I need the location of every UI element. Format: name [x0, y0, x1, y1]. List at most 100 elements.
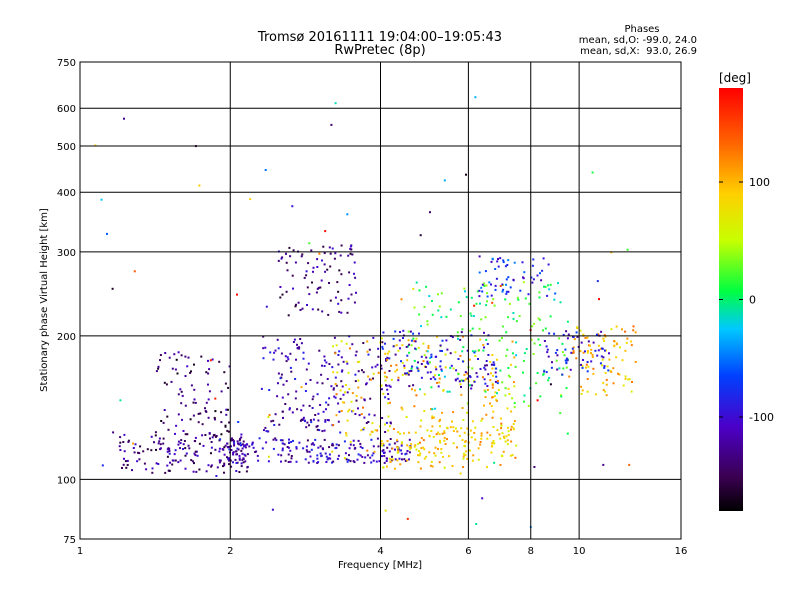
echo-point: [348, 408, 351, 411]
echo-point: [437, 309, 440, 312]
echo-point: [175, 424, 178, 427]
echo-point: [529, 387, 532, 390]
echo-point: [370, 461, 373, 464]
echo-point: [631, 381, 633, 383]
echo-point: [194, 401, 197, 404]
echo-point: [218, 360, 221, 363]
echo-point: [112, 431, 115, 434]
echo-point: [146, 448, 149, 451]
echo-point: [132, 447, 135, 449]
echo-point: [456, 430, 459, 433]
echo-point: [479, 368, 482, 370]
echo-point: [462, 419, 465, 422]
echo-point: [504, 387, 507, 390]
echo-point: [415, 281, 418, 284]
echo-point: [181, 418, 183, 421]
echo-point: [405, 416, 408, 418]
echo-point: [460, 393, 463, 396]
echo-point: [360, 396, 363, 399]
echo-point: [495, 398, 498, 401]
echo-point: [292, 287, 294, 290]
echo-point: [348, 271, 351, 274]
echo-point: [443, 375, 446, 378]
echo-point: [127, 440, 130, 443]
echo-point: [449, 308, 452, 311]
echo-point: [216, 466, 219, 469]
echo-point: [219, 438, 222, 441]
echo-point: [258, 437, 261, 440]
echo-point: [400, 298, 403, 301]
echo-point: [198, 468, 201, 471]
echo-point: [460, 331, 463, 334]
echo-point: [410, 344, 413, 347]
echo-point: [449, 366, 452, 369]
echo-point: [626, 248, 629, 251]
echo-point: [348, 388, 351, 390]
echo-point: [281, 293, 284, 296]
echo-point: [402, 329, 405, 332]
echo-point: [266, 430, 269, 433]
echo-point: [344, 391, 346, 394]
echo-point: [432, 376, 435, 379]
echo-point: [202, 444, 205, 447]
echo-point: [634, 361, 637, 363]
echo-point: [582, 359, 584, 361]
echo-point: [389, 438, 392, 440]
echo-point: [450, 364, 453, 367]
echo-point: [343, 440, 346, 443]
echo-point: [409, 446, 412, 449]
echo-point: [180, 402, 183, 405]
x-tick-label: 6: [465, 546, 471, 557]
echo-point: [226, 429, 229, 432]
echo-point: [123, 117, 125, 120]
echo-point: [186, 433, 189, 436]
echo-point: [372, 445, 375, 448]
echo-point: [605, 378, 608, 381]
echo-point: [369, 433, 372, 436]
echo-point: [340, 311, 343, 314]
echo-point: [388, 370, 391, 372]
echo-point: [438, 420, 441, 423]
echo-point: [207, 398, 210, 401]
echo-point: [493, 304, 496, 307]
echo-point: [308, 424, 310, 427]
echo-point: [281, 396, 284, 399]
echo-point: [430, 460, 433, 463]
echo-point: [233, 442, 236, 445]
echo-point: [384, 509, 387, 512]
echo-point: [505, 278, 508, 281]
echo-point: [335, 414, 338, 417]
echo-point: [591, 356, 594, 358]
echo-point: [368, 348, 371, 351]
echo-point: [331, 444, 334, 447]
echo-point: [371, 454, 374, 457]
echo-point: [302, 404, 305, 407]
echo-point: [586, 336, 589, 339]
echo-point: [455, 427, 457, 430]
echo-point: [280, 460, 282, 463]
echo-point: [501, 381, 504, 384]
echo-point: [315, 425, 318, 428]
echo-point: [491, 384, 494, 386]
echo-point: [504, 298, 507, 301]
echo-point: [469, 449, 471, 452]
y-tick-label: 75: [63, 535, 76, 546]
echo-point: [444, 353, 447, 356]
echo-point: [382, 442, 385, 445]
echo-point: [439, 344, 442, 347]
echo-point: [336, 371, 339, 374]
y-tick-label: 600: [57, 104, 76, 115]
echo-point: [123, 450, 126, 453]
colorbar-tick-label: 0: [749, 294, 756, 307]
echo-point: [581, 389, 584, 392]
echo-point: [483, 404, 485, 407]
echo-point: [371, 422, 374, 425]
echo-point: [604, 390, 607, 393]
echo-point: [502, 261, 505, 264]
echo-point: [382, 331, 385, 334]
echo-point: [344, 452, 347, 455]
echo-point: [238, 443, 240, 446]
echo-point: [594, 393, 597, 396]
echo-point: [398, 339, 401, 342]
echo-point: [220, 433, 223, 436]
